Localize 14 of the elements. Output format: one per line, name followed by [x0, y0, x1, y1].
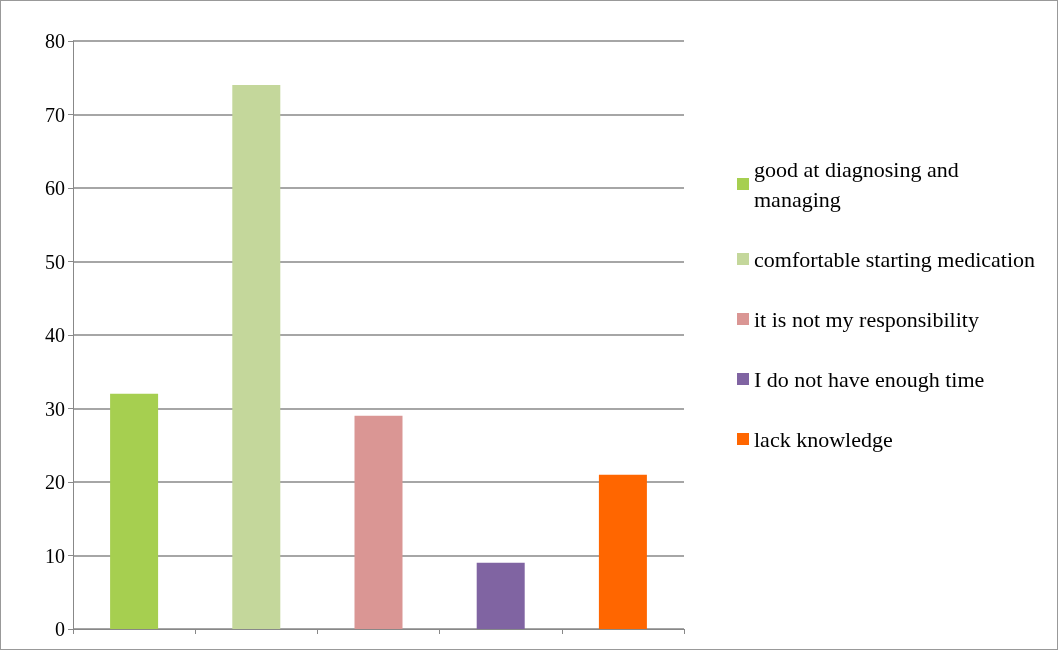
y-tick-label: 10: [45, 544, 65, 567]
y-tick-label: 70: [45, 103, 65, 126]
y-tick-label: 60: [45, 177, 65, 199]
y-tick-label: 30: [45, 397, 65, 420]
y-tick-label: 20: [45, 471, 65, 493]
legend-label: lack knowledge: [754, 426, 893, 452]
legend-label: comfortable starting medication: [754, 246, 1036, 272]
y-tick-label: 0: [55, 618, 65, 640]
y-tick-label: 50: [45, 250, 65, 273]
y-tick-label: 80: [45, 30, 65, 52]
legend-label: I do not have enough time: [754, 366, 985, 392]
legend-label: it is not my responsibility: [754, 306, 979, 332]
y-tick-label: 40: [45, 324, 65, 346]
legend-label: good at diagnosing and managing: [754, 156, 965, 212]
